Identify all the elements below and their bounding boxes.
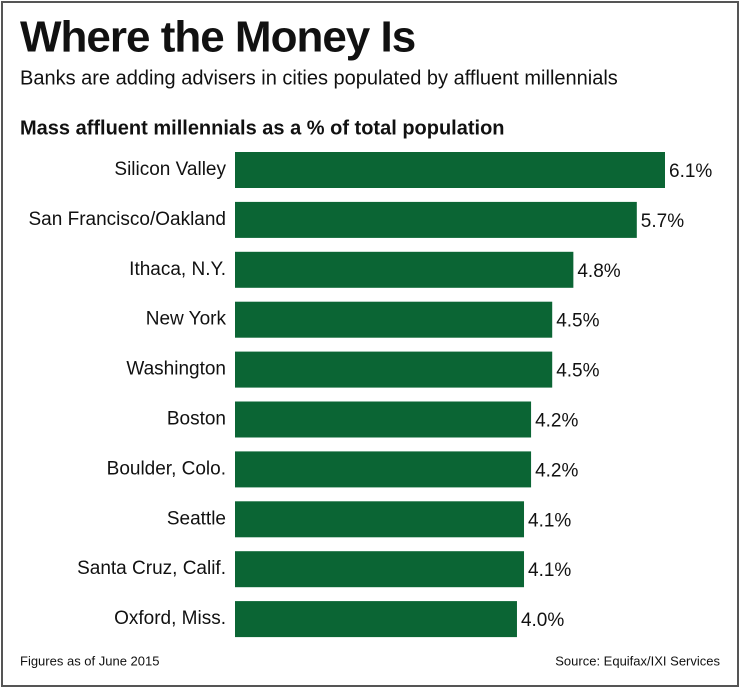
category-label: Washington [126, 359, 226, 380]
bar [235, 152, 665, 188]
value-label: 6.1% [669, 161, 712, 182]
value-label: 4.1% [528, 510, 571, 531]
bar [235, 251, 574, 288]
chart-title: Where the Money Is [20, 13, 415, 62]
category-label: Seattle [167, 508, 226, 529]
category-label: New York [146, 309, 227, 330]
value-label: 5.7% [641, 211, 684, 232]
value-label: 4.2% [535, 411, 578, 432]
category-label: Silicon Valley [114, 159, 226, 180]
bar [235, 351, 553, 388]
bar [235, 301, 553, 338]
footnote: Figures as of June 2015 [20, 653, 159, 668]
value-label: 4.8% [577, 261, 620, 282]
value-label: 4.5% [556, 311, 599, 332]
bar [235, 601, 517, 638]
chart-heading: Mass affluent millennials as a % of tota… [20, 117, 505, 139]
value-label: 4.5% [556, 361, 599, 382]
category-label: Santa Cruz, Calif. [77, 558, 226, 579]
category-label: Oxford, Miss. [114, 608, 226, 629]
bar [235, 201, 637, 238]
bar [235, 501, 525, 538]
category-label: San Francisco/Oakland [29, 209, 227, 230]
bar [235, 401, 532, 438]
bar [235, 451, 532, 488]
source: Source: Equifax/IXI Services [555, 653, 720, 668]
category-label: Boulder, Colo. [107, 458, 226, 479]
value-label: 4.1% [528, 560, 571, 581]
category-label: Boston [167, 409, 226, 430]
bar [235, 551, 525, 588]
subtitle: Banks are adding advisers in cities popu… [20, 67, 618, 89]
category-label: Ithaca, N.Y. [129, 259, 226, 280]
value-label: 4.2% [535, 460, 578, 481]
value-label: 4.0% [521, 610, 564, 631]
